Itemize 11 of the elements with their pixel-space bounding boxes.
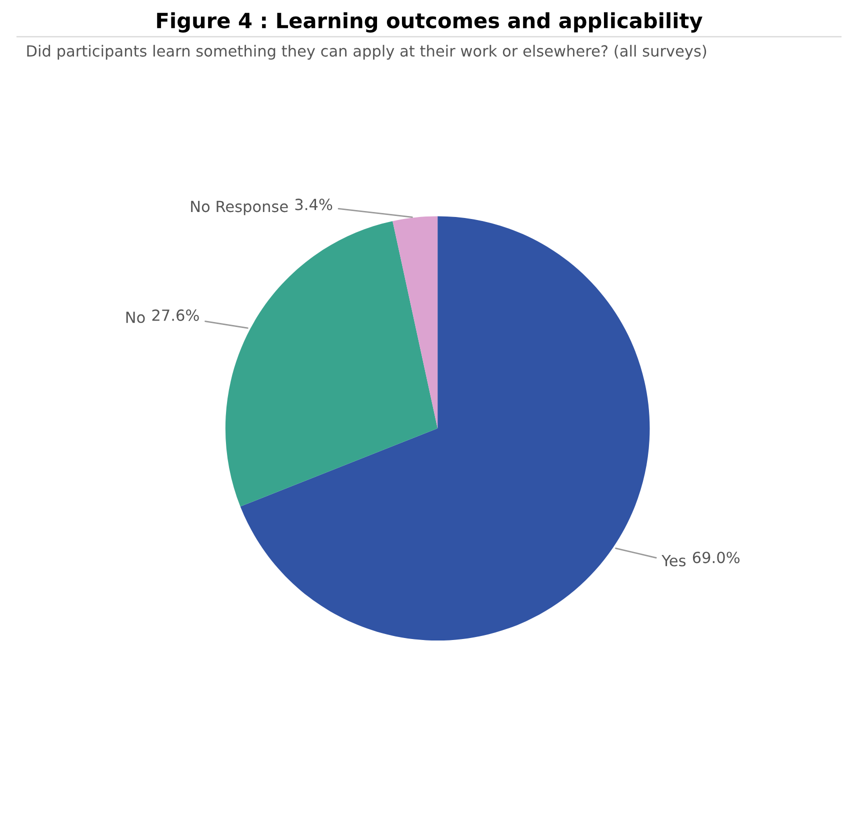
data-label: 27.6%: [152, 309, 199, 321]
data-label: 3.4%: [295, 198, 332, 210]
chart-subtitle: Did participants learn something they can apply at their work or elsewhere? (all surveys): [27, 44, 706, 60]
pie-slice: [240, 216, 650, 641]
pie-slice: [225, 221, 438, 506]
pie-slice: [392, 216, 438, 428]
chart-title: Figure 4 : Learning outcomes and applicability: [157, 12, 702, 33]
slice-label: No: [126, 312, 145, 324]
slice-label: Yes: [662, 555, 686, 566]
slice-label: No Response: [191, 200, 288, 216]
data-label: 69.0%: [692, 552, 740, 564]
